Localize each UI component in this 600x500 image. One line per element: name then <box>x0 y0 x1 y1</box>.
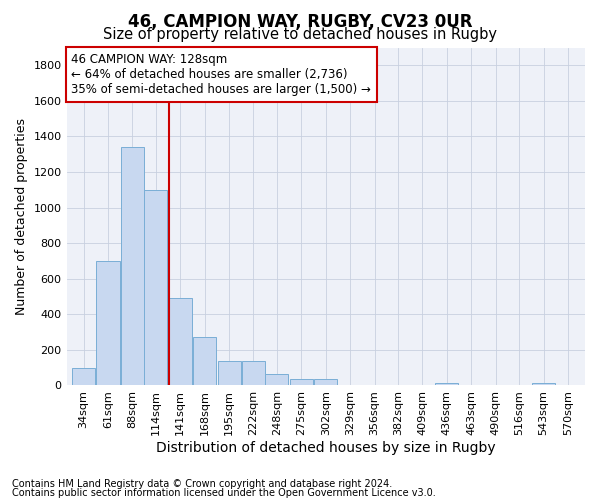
Bar <box>265 374 289 386</box>
Bar <box>532 383 555 386</box>
Y-axis label: Number of detached properties: Number of detached properties <box>15 118 28 315</box>
X-axis label: Distribution of detached houses by size in Rugby: Distribution of detached houses by size … <box>156 441 496 455</box>
Bar <box>97 261 119 386</box>
Bar <box>218 360 241 386</box>
Text: Contains HM Land Registry data © Crown copyright and database right 2024.: Contains HM Land Registry data © Crown c… <box>12 479 392 489</box>
Text: 46, CAMPION WAY, RUGBY, CV23 0UR: 46, CAMPION WAY, RUGBY, CV23 0UR <box>128 12 472 30</box>
Text: Contains public sector information licensed under the Open Government Licence v3: Contains public sector information licen… <box>12 488 436 498</box>
Bar <box>169 298 192 386</box>
Bar <box>290 379 313 386</box>
Bar <box>145 190 167 386</box>
Text: Size of property relative to detached houses in Rugby: Size of property relative to detached ho… <box>103 28 497 42</box>
Bar <box>242 360 265 386</box>
Bar <box>72 368 95 386</box>
Text: 46 CAMPION WAY: 128sqm
← 64% of detached houses are smaller (2,736)
35% of semi-: 46 CAMPION WAY: 128sqm ← 64% of detached… <box>71 53 371 96</box>
Bar <box>193 338 216 386</box>
Bar <box>314 379 337 386</box>
Bar <box>121 147 144 386</box>
Bar <box>436 383 458 386</box>
